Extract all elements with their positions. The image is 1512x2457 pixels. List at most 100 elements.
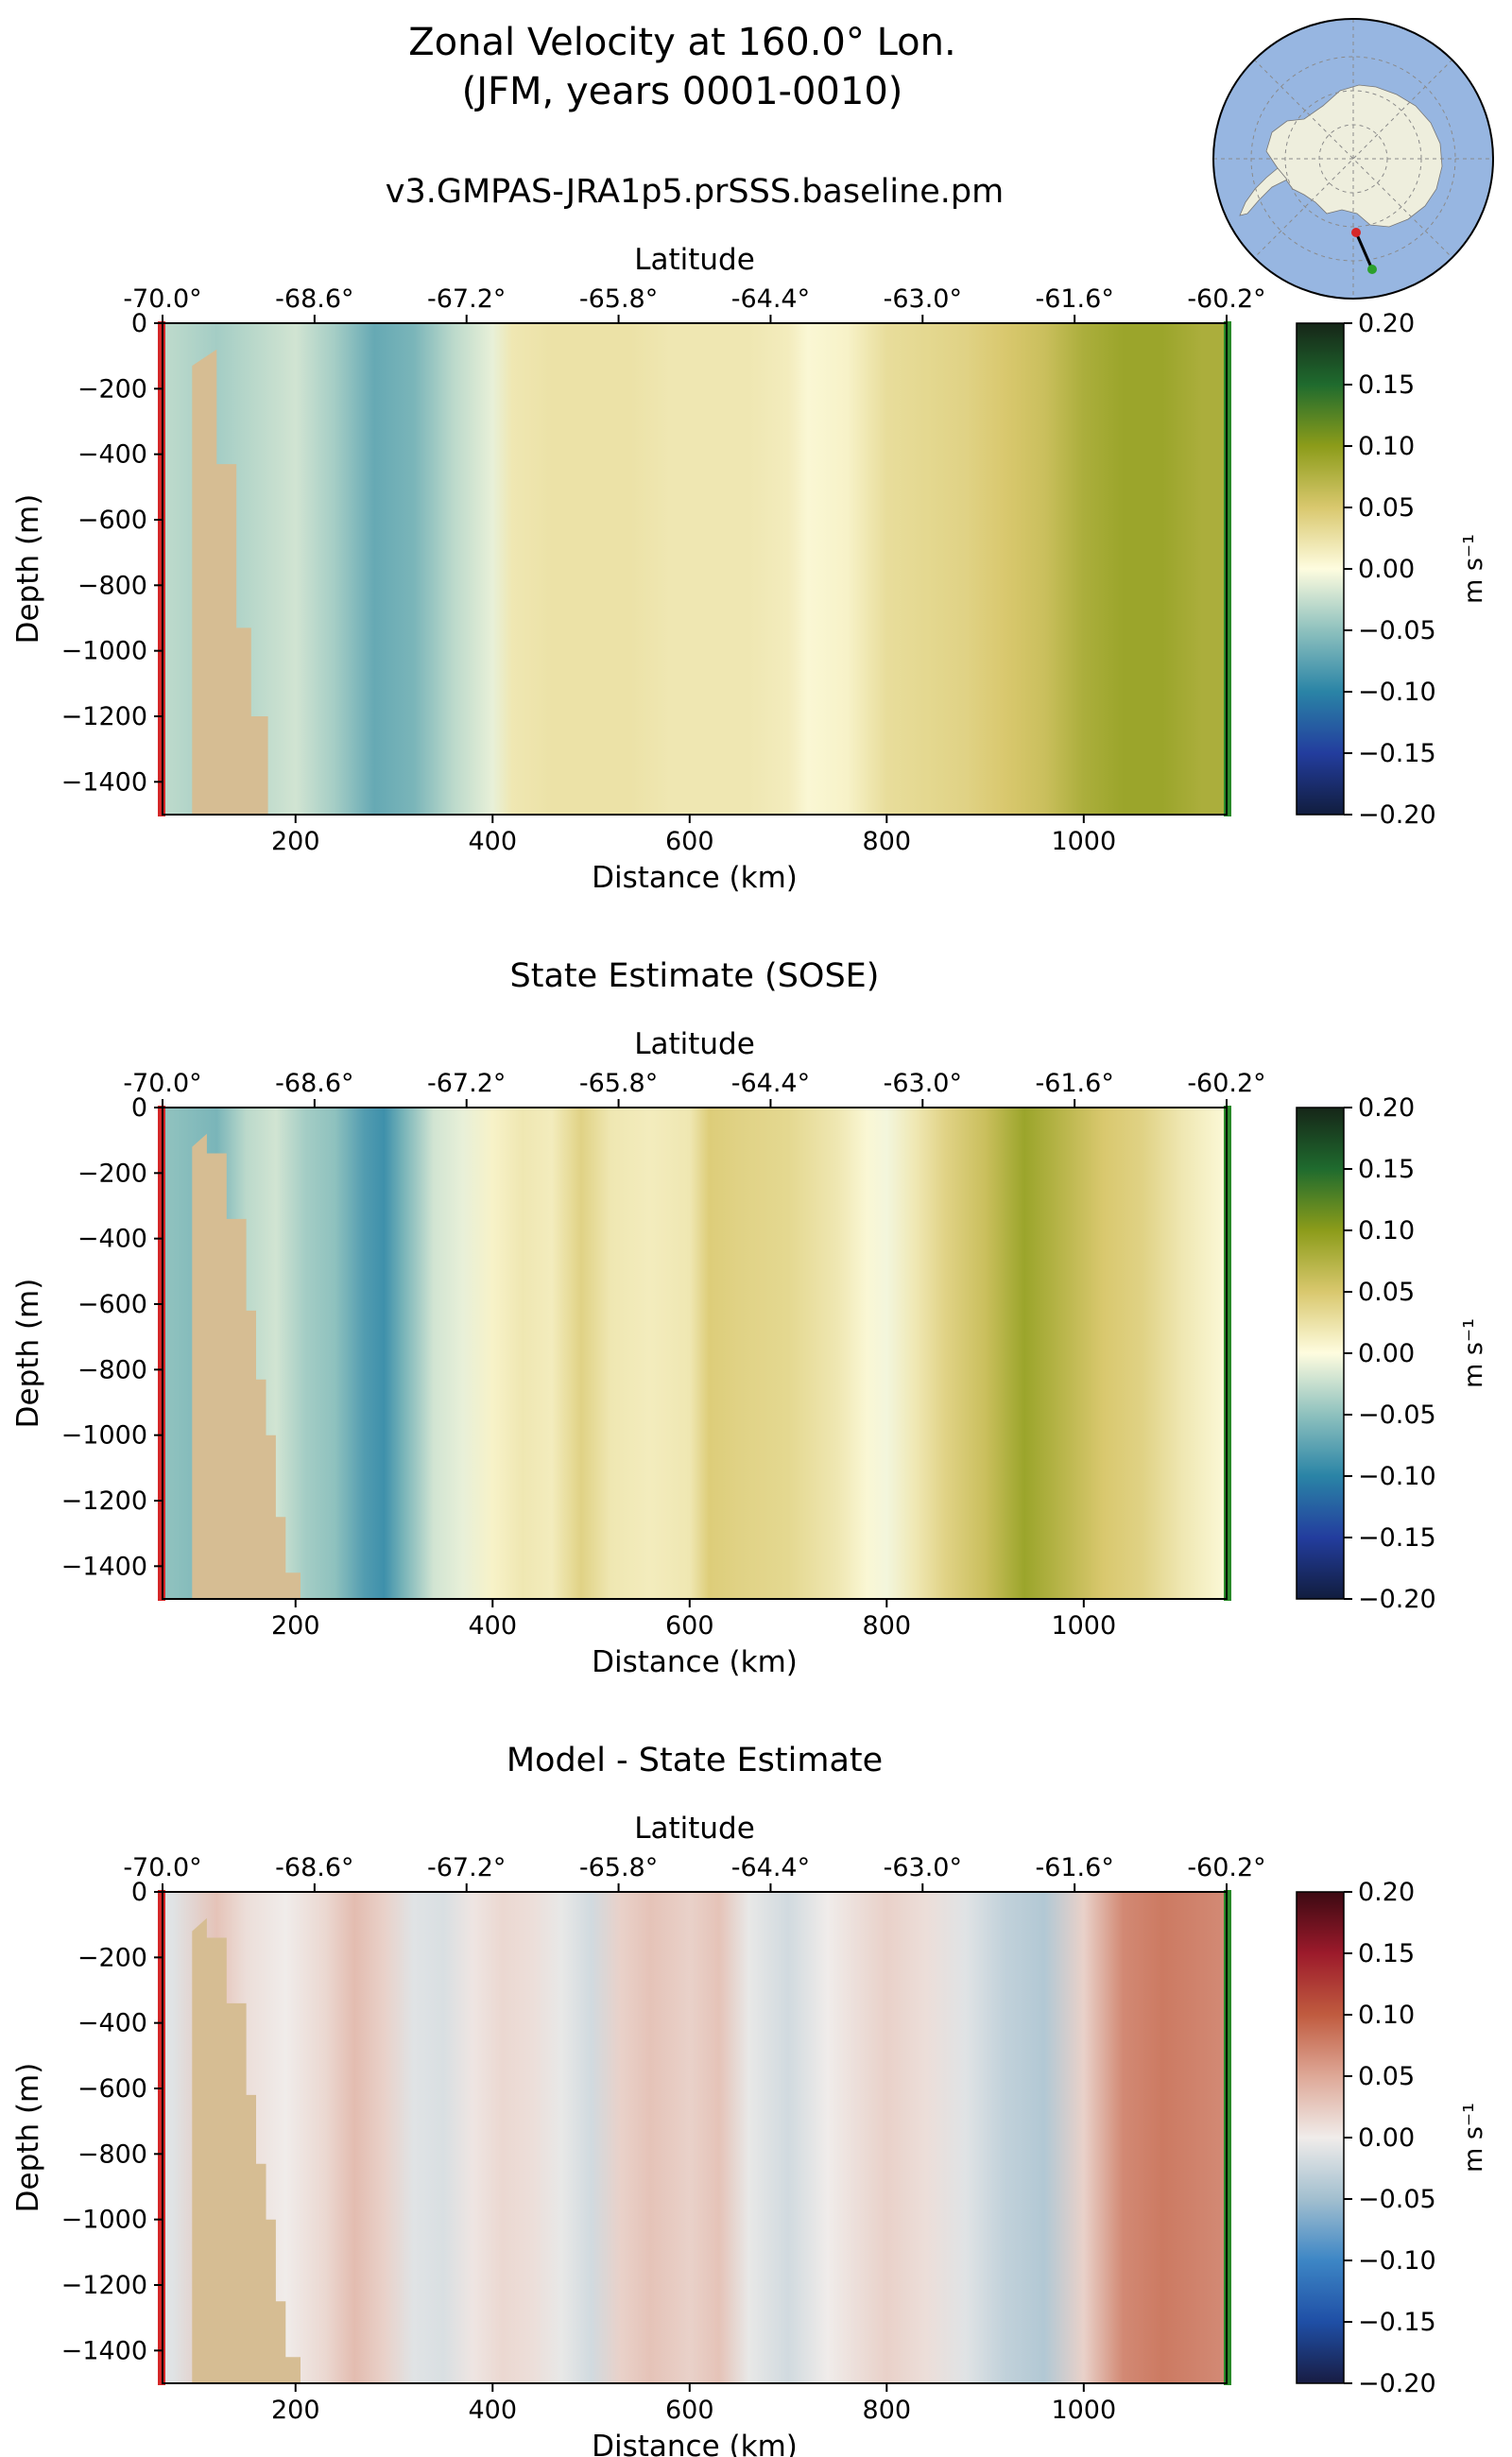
colorbar-tick-label: −0.05 — [1358, 616, 1436, 645]
x-tick-label: 200 — [271, 827, 320, 856]
y-tick-label: 0 — [131, 1878, 147, 1907]
lat-tick-label: -70.0° — [123, 1853, 201, 1882]
colorbar-tick-label: −0.05 — [1358, 2185, 1436, 2214]
colorbar-tick-label: 0.15 — [1358, 370, 1415, 400]
colorbar-tick-label: 0.10 — [1358, 2001, 1415, 2030]
x-tick-label: 200 — [271, 2396, 320, 2425]
colorbar-tick-label: 0.10 — [1358, 1216, 1415, 1246]
colorbar-tick-label: −0.05 — [1358, 1400, 1436, 1430]
y-tick-label: −1000 — [61, 637, 147, 666]
y-tick-label: −400 — [77, 2009, 147, 2038]
colorbar-tick-label: 0.05 — [1358, 2062, 1415, 2091]
velocity-field — [163, 323, 1227, 815]
panel-title: State Estimate (SOSE) — [510, 957, 880, 995]
x-axis-label: Distance (km) — [592, 861, 798, 895]
plot-frame — [162, 322, 1228, 816]
colorbar-tick-label: −0.10 — [1358, 2246, 1436, 2276]
colorbar — [1296, 1891, 1345, 2384]
y-tick-label: 0 — [131, 309, 147, 338]
y-tick-label: −600 — [77, 1290, 147, 1319]
colorbar-tick-label: 0.20 — [1358, 1093, 1415, 1123]
lat-tick-label: -70.0° — [123, 1069, 201, 1098]
colorbar-tick-label: 0.05 — [1358, 1278, 1415, 1307]
antarctica-landmass — [1265, 84, 1443, 228]
colorbar-tick-label: 0.00 — [1358, 555, 1415, 584]
colorbar-label: m s⁻¹ — [1459, 1318, 1488, 1388]
colorbar-tick-label: 0.15 — [1358, 1939, 1415, 1968]
lat-tick-label: -63.0° — [884, 284, 962, 314]
colorbar-tick-label: −0.20 — [1358, 1585, 1436, 1614]
top-axis-label: Latitude — [634, 243, 755, 277]
x-tick-label: 600 — [665, 2396, 714, 2425]
x-tick-label: 600 — [665, 1611, 714, 1641]
y-tick-label: −1400 — [61, 1552, 147, 1581]
inset-map — [1212, 18, 1494, 300]
bathymetry — [163, 1917, 301, 2383]
colorbar-tick-label: 0.00 — [1358, 2123, 1415, 2153]
lat-tick-label: -61.6° — [1035, 1853, 1113, 1882]
colorbar-tick-label: −0.15 — [1358, 739, 1436, 768]
y-tick-label: −200 — [77, 1159, 147, 1188]
panel-title: Model - State Estimate — [507, 1742, 883, 1779]
lat-tick-label: -64.4° — [731, 1069, 810, 1098]
lat-tick-label: -67.2° — [427, 1069, 506, 1098]
lat-tick-label: -61.6° — [1035, 284, 1113, 314]
lat-tick-label: -67.2° — [427, 1853, 506, 1882]
antarctic-peninsula — [1239, 167, 1288, 216]
y-tick-label: −1400 — [61, 2336, 147, 2365]
y-tick-label: −800 — [77, 2139, 147, 2169]
x-tick-label: 400 — [468, 827, 517, 856]
x-tick-label: 1000 — [1051, 1611, 1116, 1641]
y-tick-label: −200 — [77, 1943, 147, 1972]
lat-tick-label: -64.4° — [731, 1853, 810, 1882]
x-tick-label: 600 — [665, 827, 714, 856]
top-axis-label: Latitude — [634, 1812, 755, 1846]
x-tick-label: 800 — [863, 2396, 912, 2425]
y-tick-label: −1200 — [61, 1486, 147, 1516]
y-tick-label: −800 — [77, 1355, 147, 1384]
colorbar-tick-label: 0.00 — [1358, 1339, 1415, 1368]
lat-tick-label: -63.0° — [884, 1853, 962, 1882]
y-axis-label: Depth (m) — [11, 494, 45, 644]
panel-state-estimate: State Estimate (SOSE) 200 400 600 800 1000 Dis… — [11, 957, 1488, 1679]
lat-tick-label: -60.2° — [1187, 284, 1265, 314]
y-tick-label: −1200 — [61, 2271, 147, 2300]
x-axis-label: Distance (km) — [592, 1645, 798, 1679]
colorbar-tick-label: 0.20 — [1358, 309, 1415, 338]
y-tick-label: −400 — [77, 1225, 147, 1254]
colorbar-tick-label: −0.20 — [1358, 2369, 1436, 2398]
lat-tick-label: -65.8° — [579, 1069, 658, 1098]
transect-start-marker — [1351, 228, 1361, 237]
colorbar-tick-label: −0.10 — [1358, 1462, 1436, 1491]
lat-tick-label: -68.6° — [275, 284, 353, 314]
x-tick-label: 800 — [863, 1611, 912, 1641]
y-tick-label: −1000 — [61, 2206, 147, 2235]
colorbar — [1296, 1107, 1345, 1600]
x-tick-label: 1000 — [1051, 827, 1116, 856]
lat-tick-label: -68.6° — [275, 1069, 353, 1098]
plot-frame — [162, 1107, 1228, 1600]
y-tick-label: −400 — [77, 440, 147, 470]
x-tick-label: 400 — [468, 2396, 517, 2425]
panel-difference: Model - State Estimate 200 400 600 800 1000 Di… — [11, 1742, 1488, 2457]
colorbar-tick-label: 0.20 — [1358, 1878, 1415, 1907]
velocity-field — [163, 1108, 1227, 1599]
colorbar-tick-label: −0.10 — [1358, 678, 1436, 707]
colorbar-tick-label: 0.15 — [1358, 1155, 1415, 1184]
y-tick-label: −1400 — [61, 767, 147, 797]
y-tick-label: −800 — [77, 571, 147, 600]
transect-end-marker — [1367, 265, 1377, 274]
panel-model: v3.GMPAS-JRA1p5.prSSS.baseline.pm 200 400 6… — [11, 173, 1488, 895]
lat-tick-label: -61.6° — [1035, 1069, 1113, 1098]
figure-title-line1: Zonal Velocity at 160.0° Lon. — [408, 21, 955, 64]
lat-tick-label: -63.0° — [884, 1069, 962, 1098]
lat-tick-label: -65.8° — [579, 284, 658, 314]
colorbar — [1296, 322, 1345, 816]
colorbar-label: m s⁻¹ — [1459, 534, 1488, 604]
colorbar-tick-label: −0.15 — [1358, 2308, 1436, 2337]
bathymetry — [163, 1133, 301, 1599]
y-tick-label: 0 — [131, 1093, 147, 1123]
y-tick-label: −600 — [77, 2074, 147, 2104]
y-axis-label: Depth (m) — [11, 1279, 45, 1429]
colorbar-tick-label: 0.10 — [1358, 432, 1415, 461]
